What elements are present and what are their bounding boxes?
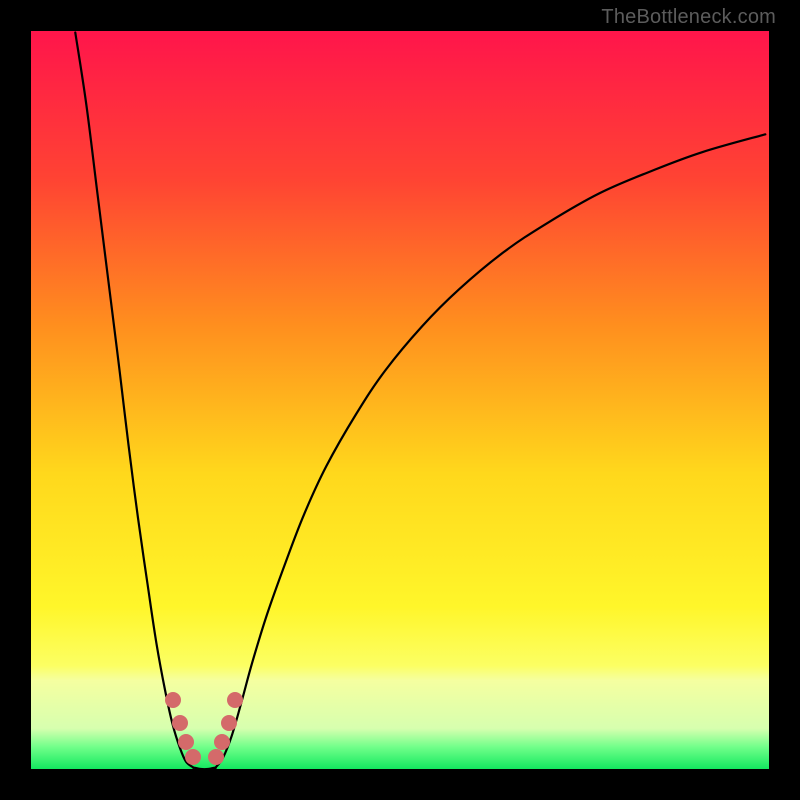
curve-marker (165, 692, 181, 708)
curve-markers (31, 31, 769, 769)
watermark-text: TheBottleneck.com (601, 6, 776, 29)
curve-marker (208, 749, 224, 765)
curve-marker (227, 692, 243, 708)
plot-area (31, 31, 769, 769)
curve-marker (214, 734, 230, 750)
curve-marker (172, 715, 188, 731)
curve-marker (178, 734, 194, 750)
curve-marker (185, 749, 201, 765)
curve-marker (221, 715, 237, 731)
